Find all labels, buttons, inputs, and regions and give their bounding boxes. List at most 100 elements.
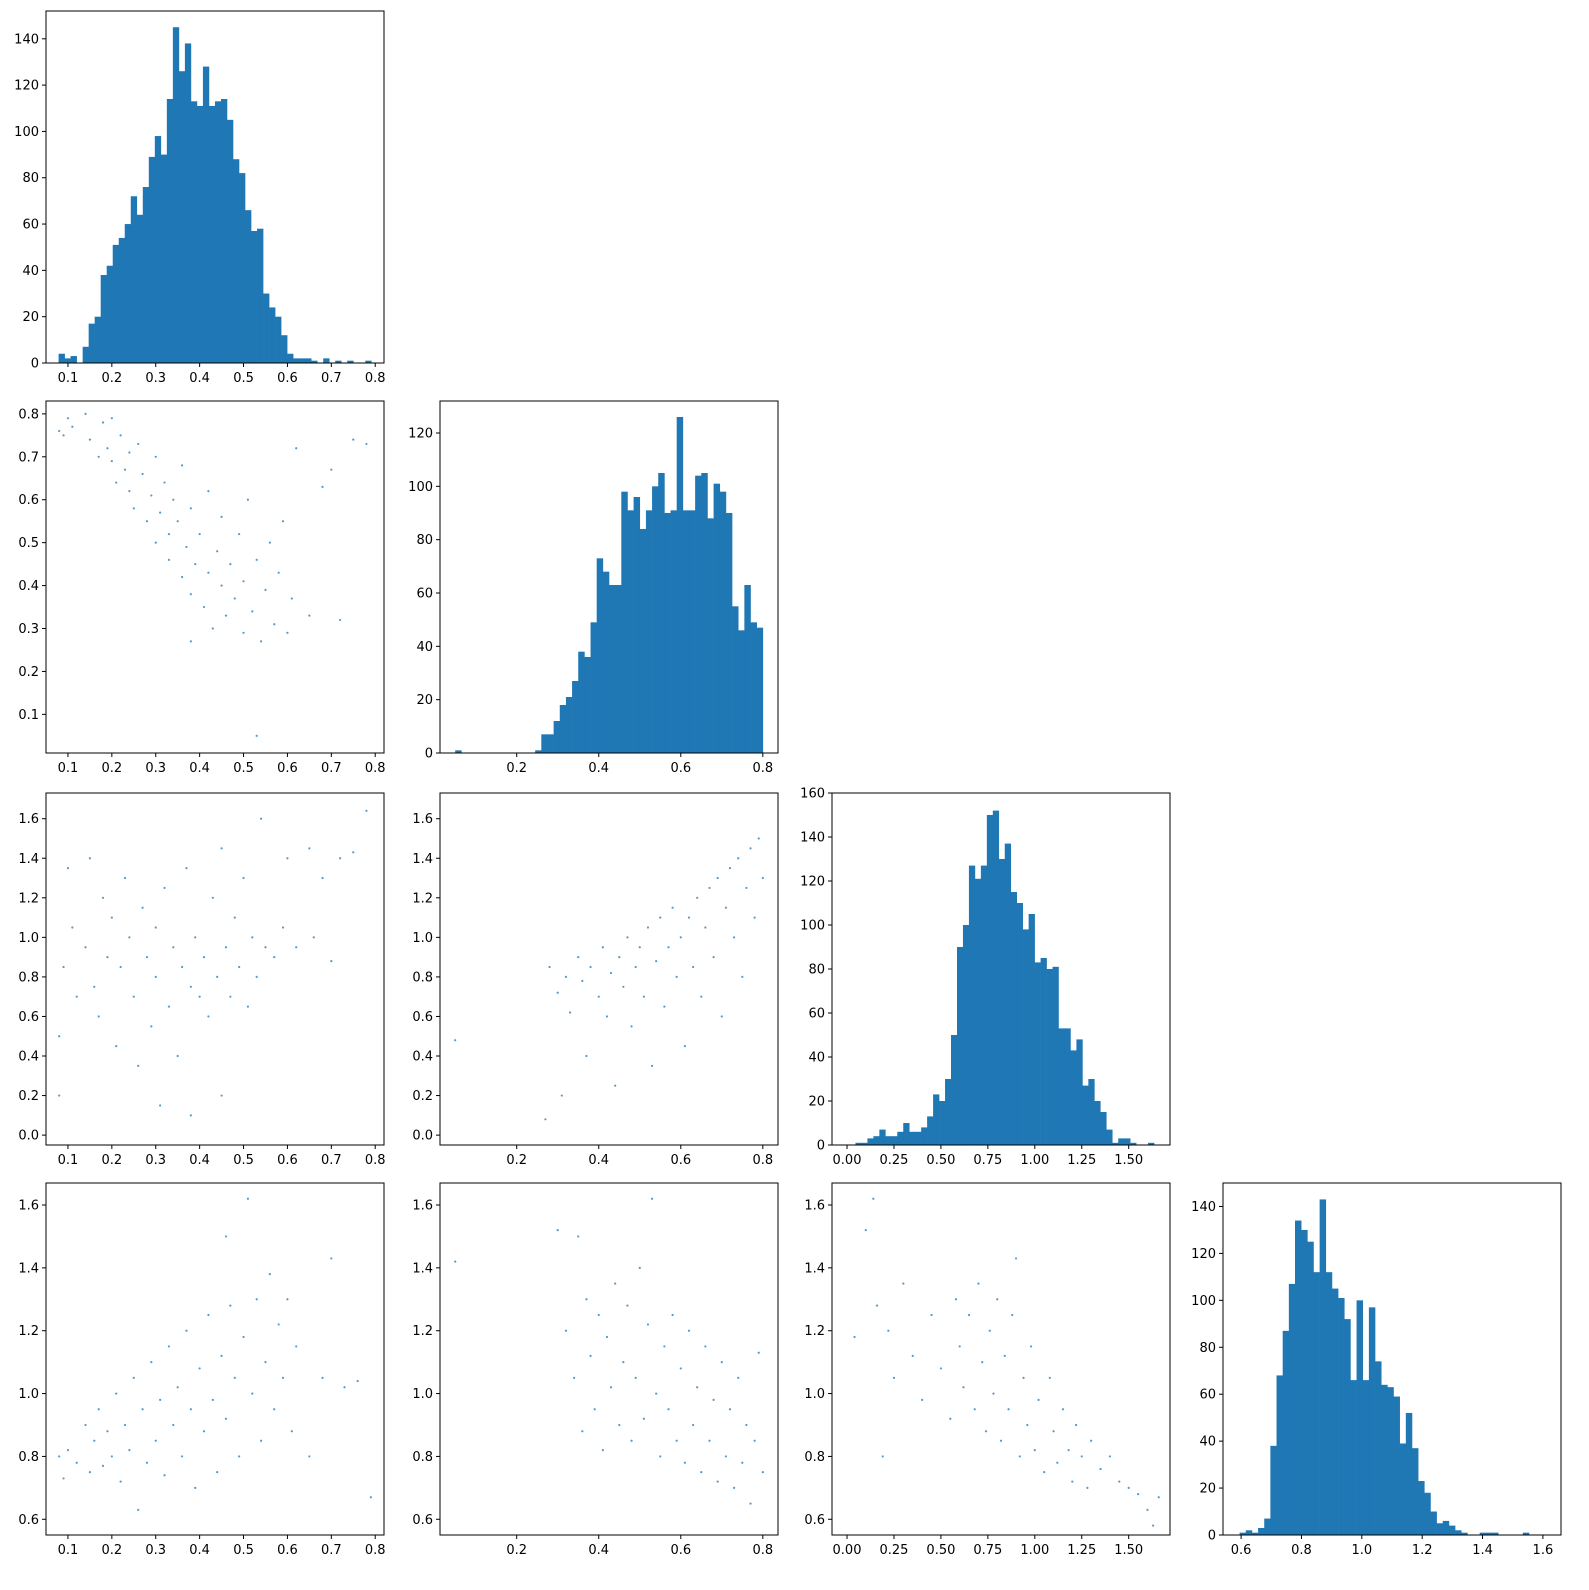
histogram-bar [658, 473, 665, 753]
scatter-point [1026, 1423, 1029, 1427]
chart-panel-row2-col2: 0.2 0.4 0.6 0.8 0 20 40 60 80 100 120 [408, 400, 779, 776]
histogram-bar [293, 358, 300, 363]
scatter-point [159, 1104, 162, 1107]
x-tick-label: 0.1 [58, 1153, 79, 1168]
y-tick-label: 0.6 [18, 1513, 39, 1528]
histogram-bar [1130, 1142, 1137, 1145]
scatter-point [1090, 1439, 1093, 1442]
y-tick-label: 1.2 [412, 891, 433, 906]
scatter-point [712, 956, 715, 959]
histogram-bar [118, 237, 126, 363]
scatter-point [949, 1417, 952, 1420]
scatter-point [683, 1461, 686, 1464]
histogram-bar [1362, 1380, 1370, 1535]
scatter-point [198, 532, 201, 536]
scatter-point [251, 1392, 254, 1395]
histogram-bar [124, 224, 132, 363]
scatter-point [295, 946, 298, 949]
histogram-bar [202, 66, 210, 363]
histogram-bar [1239, 1532, 1247, 1535]
scatter-point [745, 886, 748, 890]
histogram-bar [106, 265, 114, 363]
scatter-point [88, 1471, 91, 1474]
histogram-bar [609, 585, 616, 753]
histogram-bar [347, 360, 354, 363]
y-tick-label: 1.6 [18, 812, 39, 827]
scatter-point [141, 906, 144, 909]
scatter-point [189, 1408, 192, 1411]
scatter-point [194, 1486, 197, 1489]
y-tick-label: 120 [800, 875, 825, 890]
histogram-bar [578, 651, 585, 753]
histogram-bar [719, 491, 727, 753]
scatter-point [1152, 1524, 1155, 1527]
scatter-point [189, 985, 192, 988]
histogram-bar [251, 231, 258, 363]
scatter-point [224, 1417, 228, 1420]
histogram-bar [94, 316, 101, 363]
histogram-bar [688, 510, 696, 753]
x-tick-label: 0.5 [233, 1543, 254, 1558]
y-tick-label: 40 [808, 1051, 825, 1066]
x-tick-label: 0.5 [233, 761, 254, 776]
scatter-point [115, 1392, 118, 1395]
scatter-point [454, 1039, 457, 1042]
scatter-point [154, 975, 157, 979]
chart-panel-row3-col1: 0.1 0.2 0.3 0.4 0.5 0.6 0.7 0.8 0.0 0.2 0.4 0.6 0.8 1… [18, 792, 386, 1168]
y-tick-label: 0.8 [412, 970, 433, 985]
histogram-bar [220, 99, 228, 363]
scatter-point [988, 1329, 991, 1332]
chart-panel-row4-col4: 0.6 0.8 1.0 1.2 1.4 1.6 0 20 40 60 80 100 120 140 [1191, 1182, 1562, 1558]
scatter-point [255, 1298, 258, 1301]
y-tick-label: 0.6 [18, 493, 39, 508]
x-tick-label: 0.3 [145, 1543, 166, 1558]
histogram-bar [645, 510, 653, 753]
scatter-point [246, 1005, 250, 1008]
scatter-point [544, 1118, 547, 1121]
histogram-bar [725, 513, 733, 753]
histogram-bar [287, 353, 294, 363]
scatter-point [207, 490, 210, 493]
x-tick-label: 1.6 [1533, 1543, 1554, 1558]
x-tick-label: 0.2 [102, 371, 123, 386]
histogram-bar [1010, 892, 1017, 1145]
scatter-point [679, 936, 682, 939]
histogram-bar [553, 721, 561, 753]
histogram-bar [652, 486, 659, 753]
scatter-point [992, 1392, 995, 1395]
histogram-bar [1112, 1142, 1119, 1145]
histogram-bar [1270, 1445, 1277, 1535]
y-tick-label: 0.6 [18, 1010, 39, 1025]
scatter-point [172, 498, 175, 501]
histogram-bar [1100, 1112, 1107, 1145]
scatter-point [954, 1298, 958, 1301]
scatter-point [101, 896, 105, 899]
x-tick-label: 0.6 [670, 1543, 691, 1558]
scatter-point [180, 1455, 184, 1458]
histogram-bar [945, 1079, 952, 1145]
histogram-bar [1058, 1028, 1065, 1145]
scatter-point [872, 1197, 875, 1200]
scatter-point [577, 956, 580, 959]
scatter-point [618, 956, 621, 959]
scatter-point [211, 1398, 214, 1401]
x-tick-label: 0.75 [973, 1543, 1002, 1558]
scatter-point [921, 1398, 924, 1401]
scatter-point [687, 916, 691, 919]
histogram-bar [142, 187, 150, 363]
scatter-point [137, 1064, 140, 1067]
scatter-point [128, 936, 131, 939]
scatter-point [180, 575, 184, 579]
scatter-point [741, 1461, 744, 1464]
scatter-point [724, 1455, 728, 1458]
scatter-point [119, 965, 122, 969]
scatter-point [597, 1313, 600, 1317]
scatter-point [1080, 1455, 1083, 1458]
scatter-point [996, 1298, 999, 1301]
histogram-bar [670, 510, 677, 753]
histogram-bar [100, 275, 108, 363]
y-tick-label: 1.2 [412, 1324, 433, 1339]
scatter-point [176, 1054, 179, 1058]
x-tick-label: 0.75 [973, 1153, 1002, 1168]
